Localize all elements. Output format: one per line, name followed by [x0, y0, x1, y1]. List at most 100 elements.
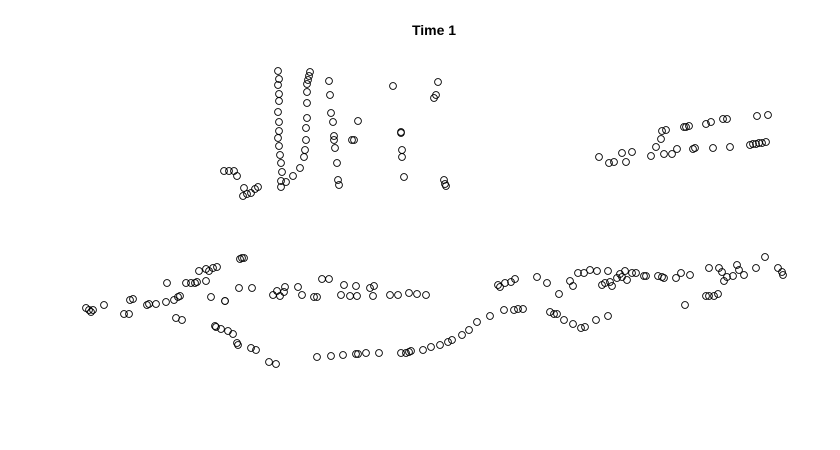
data-point: [660, 274, 668, 282]
data-point: [330, 136, 338, 144]
data-point: [434, 78, 442, 86]
data-point: [303, 99, 311, 107]
data-point: [501, 279, 509, 287]
data-point: [275, 118, 283, 126]
data-point: [346, 292, 354, 300]
data-point: [398, 146, 406, 154]
data-point: [386, 291, 394, 299]
data-point: [302, 136, 310, 144]
data-point: [176, 292, 184, 300]
data-point: [592, 316, 600, 324]
data-point: [719, 115, 727, 123]
data-point: [243, 190, 251, 198]
data-point: [560, 316, 568, 324]
data-point: [187, 279, 195, 287]
data-point: [303, 114, 311, 122]
data-point: [240, 184, 248, 192]
data-point: [273, 287, 281, 295]
data-point: [407, 347, 415, 355]
data-point: [234, 341, 242, 349]
data-point: [163, 279, 171, 287]
data-point: [550, 310, 558, 318]
data-point: [298, 291, 306, 299]
data-point: [405, 289, 413, 297]
data-point: [337, 291, 345, 299]
data-point: [494, 281, 502, 289]
data-point: [419, 346, 427, 354]
data-point: [313, 293, 321, 301]
data-point: [129, 295, 137, 303]
data-point: [702, 120, 710, 128]
data-point: [500, 306, 508, 314]
data-point: [224, 327, 232, 335]
data-point: [647, 152, 655, 160]
data-point: [182, 279, 190, 287]
data-point: [229, 330, 237, 338]
data-point: [274, 67, 282, 75]
data-point: [580, 269, 588, 277]
data-point: [289, 172, 297, 180]
data-point: [543, 279, 551, 287]
data-point: [436, 341, 444, 349]
data-point: [555, 290, 563, 298]
data-point: [335, 181, 343, 189]
data-point: [662, 126, 670, 134]
data-point: [705, 264, 713, 272]
data-point: [569, 320, 577, 328]
data-point: [281, 283, 289, 291]
data-point: [394, 291, 402, 299]
data-point: [486, 312, 494, 320]
data-point: [718, 268, 726, 276]
data-point: [269, 291, 277, 299]
data-point: [422, 291, 430, 299]
data-point: [707, 118, 715, 126]
data-point: [749, 140, 757, 148]
data-point: [779, 271, 787, 279]
data-point: [313, 353, 321, 361]
data-point: [533, 273, 541, 281]
data-point: [277, 159, 285, 167]
data-point: [677, 269, 685, 277]
data-point: [310, 293, 318, 301]
data-point: [327, 109, 335, 117]
data-point: [302, 124, 310, 132]
data-point: [496, 283, 504, 291]
data-point: [458, 331, 466, 339]
data-point: [340, 281, 348, 289]
data-point: [657, 135, 665, 143]
data-point: [369, 292, 377, 300]
data-point: [442, 182, 450, 190]
data-point: [375, 349, 383, 357]
data-point: [276, 292, 284, 300]
data-point: [362, 349, 370, 357]
data-point: [640, 272, 648, 280]
data-point: [301, 146, 309, 154]
data-point: [277, 183, 285, 191]
data-point: [265, 358, 273, 366]
data-point: [723, 273, 731, 281]
points-layer: [82, 67, 787, 368]
data-point: [658, 127, 666, 135]
data-point: [211, 322, 219, 330]
data-point: [753, 112, 761, 120]
data-point: [274, 134, 282, 142]
data-point: [275, 75, 283, 83]
data-point: [702, 292, 710, 300]
data-point: [304, 76, 312, 84]
data-point: [354, 117, 362, 125]
data-point: [306, 68, 314, 76]
data-point: [212, 323, 220, 331]
data-point: [660, 150, 668, 158]
data-point: [213, 263, 221, 271]
data-point: [577, 324, 585, 332]
data-point: [604, 312, 612, 320]
data-point: [252, 346, 260, 354]
data-point: [735, 266, 743, 274]
data-point: [723, 115, 731, 123]
data-point: [254, 183, 262, 191]
data-point: [220, 167, 228, 175]
data-point: [305, 72, 313, 80]
data-point: [681, 301, 689, 309]
data-point: [733, 261, 741, 269]
